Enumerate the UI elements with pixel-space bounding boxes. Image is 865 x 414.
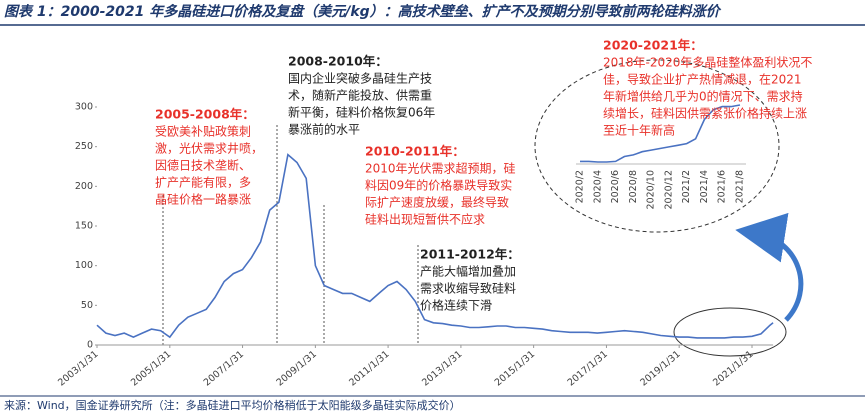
inset-x-label: 2021/8 (735, 170, 746, 203)
annotation-line: 因德日技术垄断、 (155, 158, 251, 173)
annotation-heading: 2011-2012年： (420, 247, 520, 262)
annotation-heading: 2010-2011年： (365, 144, 465, 159)
annotation-heading: 2020-2021年： (603, 38, 703, 53)
annotation-line: 续增长，硅料因供需紧张价格持续上涨 (603, 106, 807, 121)
period-dividers (162, 125, 419, 345)
annotation-line: 扩产产能有限，多 (155, 176, 251, 190)
y-tick-label: 200 (75, 181, 93, 192)
annotation-line: 国内企业突破多晶硅生产技 (288, 71, 432, 86)
annotation-heading: 2005-2008年： (155, 107, 255, 122)
inset-x-label: 2020/10 (646, 170, 657, 209)
inset-ellipse (534, 59, 780, 233)
inset-x-label: 2020/12 (663, 170, 674, 209)
x-tick-label: 2019/1/31 (638, 349, 682, 389)
y-tick-label: 250 (75, 141, 93, 152)
annotation-line: 料因09年的价格暴跌导致实 (365, 178, 512, 193)
inset-x-label: 2021/4 (699, 170, 710, 203)
x-tick-label: 2013/1/31 (420, 349, 464, 389)
highlight-ellipse (673, 307, 787, 357)
x-tick-label: 2007/1/31 (202, 349, 246, 389)
x-tick-label: 2005/1/31 (129, 349, 173, 389)
x-tick-label: 2015/1/31 (493, 349, 537, 389)
annotation-line: 受欧美补贴政策刺 (155, 125, 251, 139)
annotation-line: 至近十年新高 (603, 123, 675, 138)
inset-x-label: 2020/4 (592, 170, 603, 203)
x-tick-label: 2003/1/31 (56, 349, 100, 389)
source: 来源：Wind，国金证券研究所（注：多晶硅进口平均价格稍低于太阳能级多晶硅实际成… (4, 398, 461, 412)
y-tick-label: 0 (87, 340, 93, 351)
inset-x-label: 2020/8 (628, 170, 639, 203)
annotation-line: 2010年光伏需求超预期，硅 (365, 161, 516, 176)
annotation-line: 佳，导致企业扩产热情减退，在2021 (603, 72, 802, 87)
x-tick-label: 2011/1/31 (347, 349, 391, 389)
x-tick-label: 2021/1/31 (711, 349, 755, 389)
price-line (580, 104, 741, 163)
y-tick-label: 50 (81, 300, 93, 311)
annotation-line: 产能大幅增加叠加 (420, 264, 516, 279)
annotation-line: 年新增供给几乎为0的情况下、需求持 (603, 89, 803, 104)
annotation-line: 暴涨前的水平 (288, 122, 360, 137)
y-tick-label: 300 (75, 102, 93, 113)
inset-x-label: 2020/6 (610, 170, 621, 203)
inset-x-label: 2020/2 (575, 170, 586, 203)
y-tick-label: 100 (75, 260, 93, 271)
price-line (96, 153, 774, 339)
annotation-line: 2018年-2020年多晶硅整体盈利状况不 (603, 55, 812, 70)
inset-x-label: 2021/6 (717, 170, 728, 203)
x-tick-label: 2017/1/31 (566, 349, 610, 389)
annotation-line: 际扩产速度放缓，最终导致 (365, 195, 509, 210)
annotation-line: 激，光伏需求井喷， (155, 142, 263, 156)
annotation-line: 需求收缩导致硅料 (420, 281, 516, 296)
annotation-heading: 2008-2010年： (288, 54, 388, 69)
y-tick-label: 150 (75, 221, 93, 232)
annotation-line: 价格连续下滑 (420, 298, 492, 313)
arrow (735, 212, 804, 322)
annotation-line: 新平衡，硅料价格恢复06年 (288, 105, 435, 120)
annotation-line: 术，随新产能投放、供需重 (288, 88, 432, 103)
x-tick-label: 2009/1/31 (275, 349, 319, 389)
title: 图表 1：2000-2021 年多晶硅进口价格及复盘（美元/kg）：高技术壁垒、… (4, 3, 722, 20)
inset-x-label: 2021/2 (681, 170, 692, 203)
annotation-line: 硅料出现短暂供不应求 (365, 212, 485, 227)
annotation-line: 晶硅价格一路暴涨 (155, 192, 251, 207)
